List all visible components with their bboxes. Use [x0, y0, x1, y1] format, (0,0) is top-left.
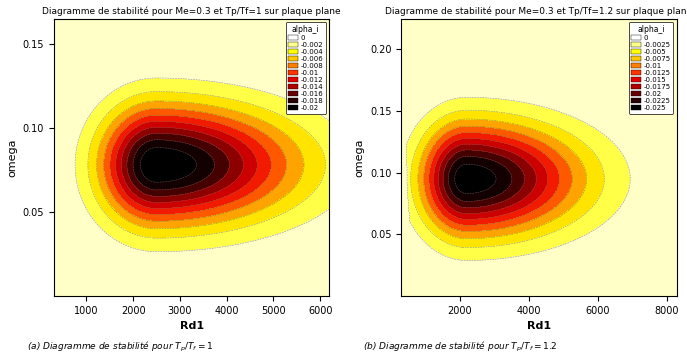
- Legend: 0, -0.002, -0.004, -0.006, -0.008, -0.01, -0.012, -0.014, -0.016, -0.018, -0.02: 0, -0.002, -0.004, -0.006, -0.008, -0.01…: [286, 22, 326, 114]
- Legend: 0, -0.0025, -0.005, -0.0075, -0.01, -0.0125, -0.015, -0.0175, -0.02, -0.0225, -0: 0, -0.0025, -0.005, -0.0075, -0.01, -0.0…: [629, 22, 673, 114]
- Title: Diagramme de stabilité pour Me=0.3 et Tp/Tf=1.2 sur plaque plane: Diagramme de stabilité pour Me=0.3 et Tp…: [385, 7, 687, 16]
- Text: (b) Diagramme de stabilité pour $T_p/T_f=1.2$: (b) Diagramme de stabilité pour $T_p/T_f…: [363, 340, 558, 354]
- Text: (a) Diagramme de stabilité pour $T_p/T_f=1$: (a) Diagramme de stabilité pour $T_p/T_f…: [27, 340, 214, 354]
- X-axis label: Rd1: Rd1: [179, 321, 203, 331]
- Y-axis label: omega: omega: [354, 138, 364, 177]
- Y-axis label: omega: omega: [7, 138, 17, 177]
- Title: Diagramme de stabilité pour Me=0.3 et Tp/Tf=1 sur plaque plane: Diagramme de stabilité pour Me=0.3 et Tp…: [43, 7, 341, 16]
- X-axis label: Rd1: Rd1: [527, 321, 551, 331]
